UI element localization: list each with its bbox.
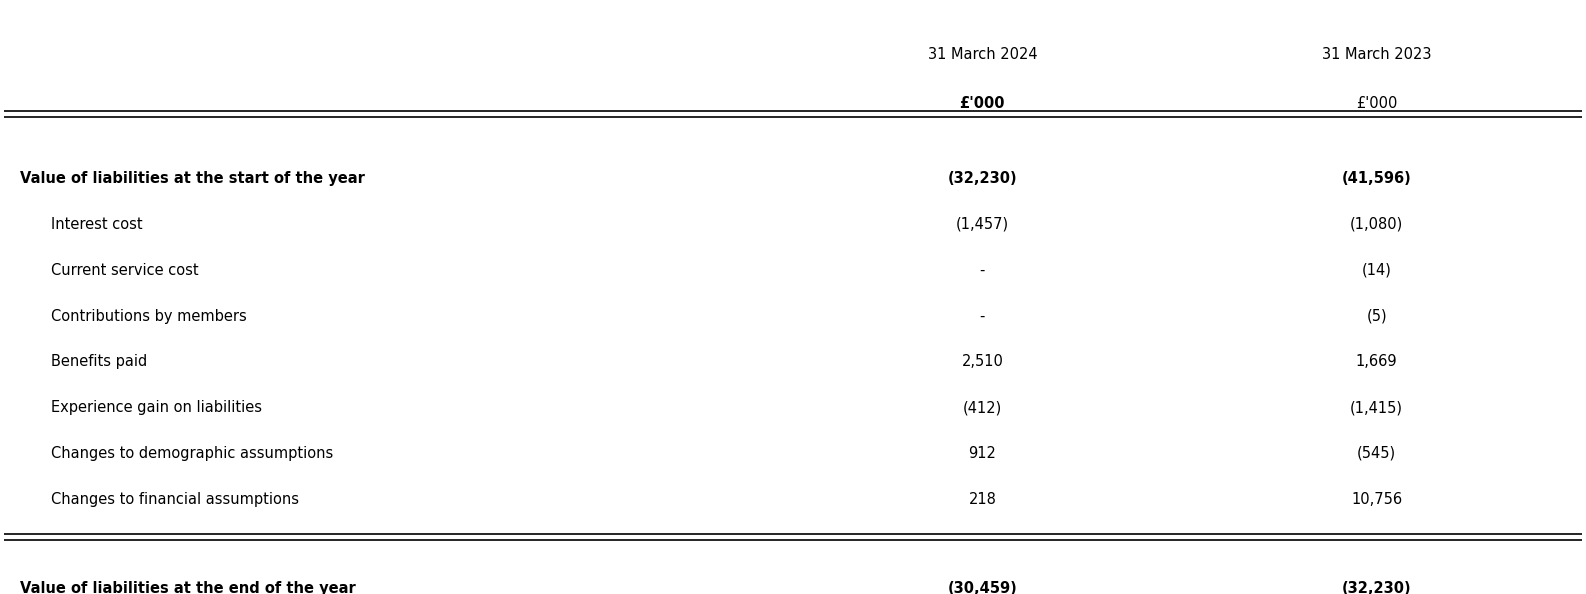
Text: -: - xyxy=(980,263,985,278)
Text: 218: 218 xyxy=(969,492,996,507)
Text: 10,756: 10,756 xyxy=(1351,492,1402,507)
Text: Experience gain on liabilities: Experience gain on liabilities xyxy=(51,400,263,415)
Text: (545): (545) xyxy=(1358,446,1396,461)
Text: (14): (14) xyxy=(1362,263,1391,278)
Text: (32,230): (32,230) xyxy=(1342,580,1412,594)
Text: 2,510: 2,510 xyxy=(961,354,1004,369)
Text: (5): (5) xyxy=(1367,308,1388,324)
Text: (412): (412) xyxy=(963,400,1002,415)
Text: Interest cost: Interest cost xyxy=(51,217,143,232)
Text: Contributions by members: Contributions by members xyxy=(51,308,247,324)
Text: Value of liabilities at the end of the year: Value of liabilities at the end of the y… xyxy=(21,580,355,594)
Text: Changes to demographic assumptions: Changes to demographic assumptions xyxy=(51,446,333,461)
Text: Value of liabilities at the start of the year: Value of liabilities at the start of the… xyxy=(21,171,365,186)
Text: 31 March 2024: 31 March 2024 xyxy=(928,48,1037,62)
Text: 1,669: 1,669 xyxy=(1356,354,1397,369)
Text: (30,459): (30,459) xyxy=(947,580,1017,594)
Text: 31 March 2023: 31 March 2023 xyxy=(1323,48,1432,62)
Text: (41,596): (41,596) xyxy=(1342,171,1412,186)
Text: (1,457): (1,457) xyxy=(956,217,1009,232)
Text: (32,230): (32,230) xyxy=(947,171,1017,186)
Text: Benefits paid: Benefits paid xyxy=(51,354,147,369)
Text: £'000: £'000 xyxy=(960,96,1006,110)
Text: Changes to financial assumptions: Changes to financial assumptions xyxy=(51,492,300,507)
Text: 912: 912 xyxy=(969,446,996,461)
Text: -: - xyxy=(980,308,985,324)
Text: (1,415): (1,415) xyxy=(1350,400,1404,415)
Text: Current service cost: Current service cost xyxy=(51,263,200,278)
Text: £'000: £'000 xyxy=(1356,96,1397,110)
Text: (1,080): (1,080) xyxy=(1350,217,1404,232)
